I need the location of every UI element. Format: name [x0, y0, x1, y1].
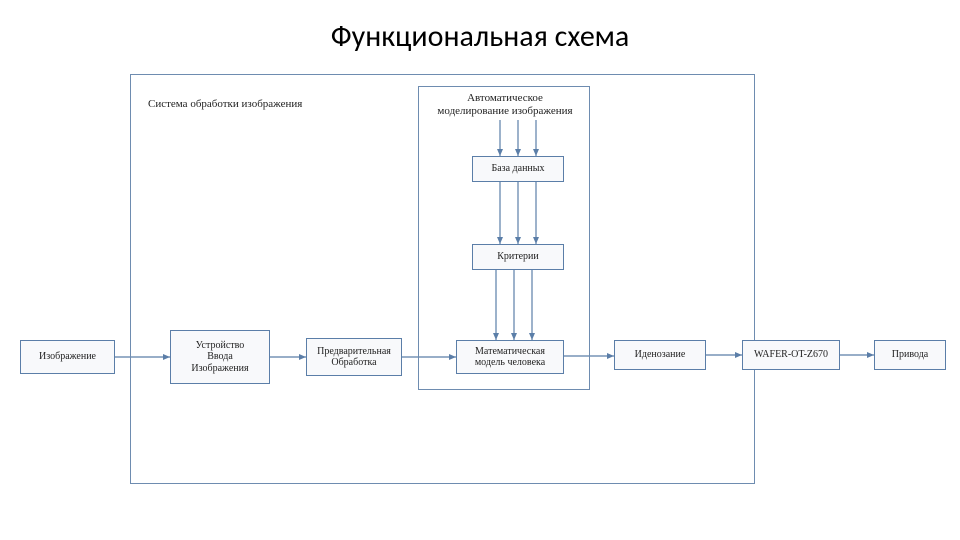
- node-text: База данных: [491, 163, 544, 175]
- node-text: Изображение: [39, 351, 96, 363]
- label-auto-label: Автоматическоемоделирование изображения: [430, 92, 580, 118]
- node-text: ПредварительнаяОбработка: [317, 346, 391, 369]
- node-text: WAFER-OT-Z670: [754, 349, 828, 361]
- node-text: Иденозание: [635, 349, 686, 361]
- node-n4: База данных: [472, 156, 564, 182]
- node-n9: Привода: [874, 340, 946, 370]
- diagram-canvas: Система обработки изображения Автоматичес…: [0, 0, 960, 540]
- node-text: Привода: [892, 349, 928, 361]
- node-text: Математическаямодель человека: [475, 346, 545, 369]
- node-n6: Математическаямодель человека: [456, 340, 564, 374]
- label-sys-label: Система обработки изображения: [148, 98, 368, 112]
- node-n3: ПредварительнаяОбработка: [306, 338, 402, 376]
- node-text: Критерии: [497, 251, 539, 263]
- node-n2: УстройствоВводаИзображения: [170, 330, 270, 384]
- node-n8: WAFER-OT-Z670: [742, 340, 840, 370]
- node-n1: Изображение: [20, 340, 115, 374]
- node-n5: Критерии: [472, 244, 564, 270]
- node-text: УстройствоВводаИзображения: [191, 340, 248, 375]
- node-n7: Иденозание: [614, 340, 706, 370]
